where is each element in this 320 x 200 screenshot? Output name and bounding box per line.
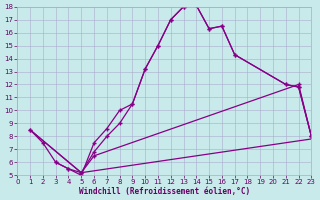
X-axis label: Windchill (Refroidissement éolien,°C): Windchill (Refroidissement éolien,°C) xyxy=(79,187,250,196)
